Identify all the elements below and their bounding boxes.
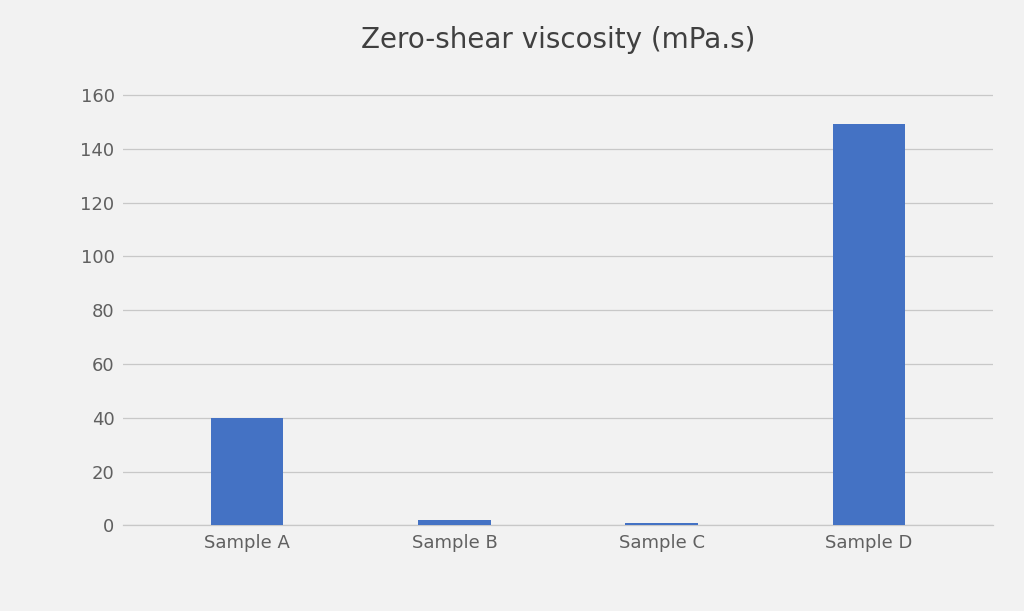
Title: Zero-shear viscosity (mPa.s): Zero-shear viscosity (mPa.s)	[360, 26, 756, 54]
Bar	[626, 523, 698, 525]
Bar	[833, 125, 905, 525]
Bar	[418, 520, 490, 525]
Bar	[211, 418, 284, 525]
